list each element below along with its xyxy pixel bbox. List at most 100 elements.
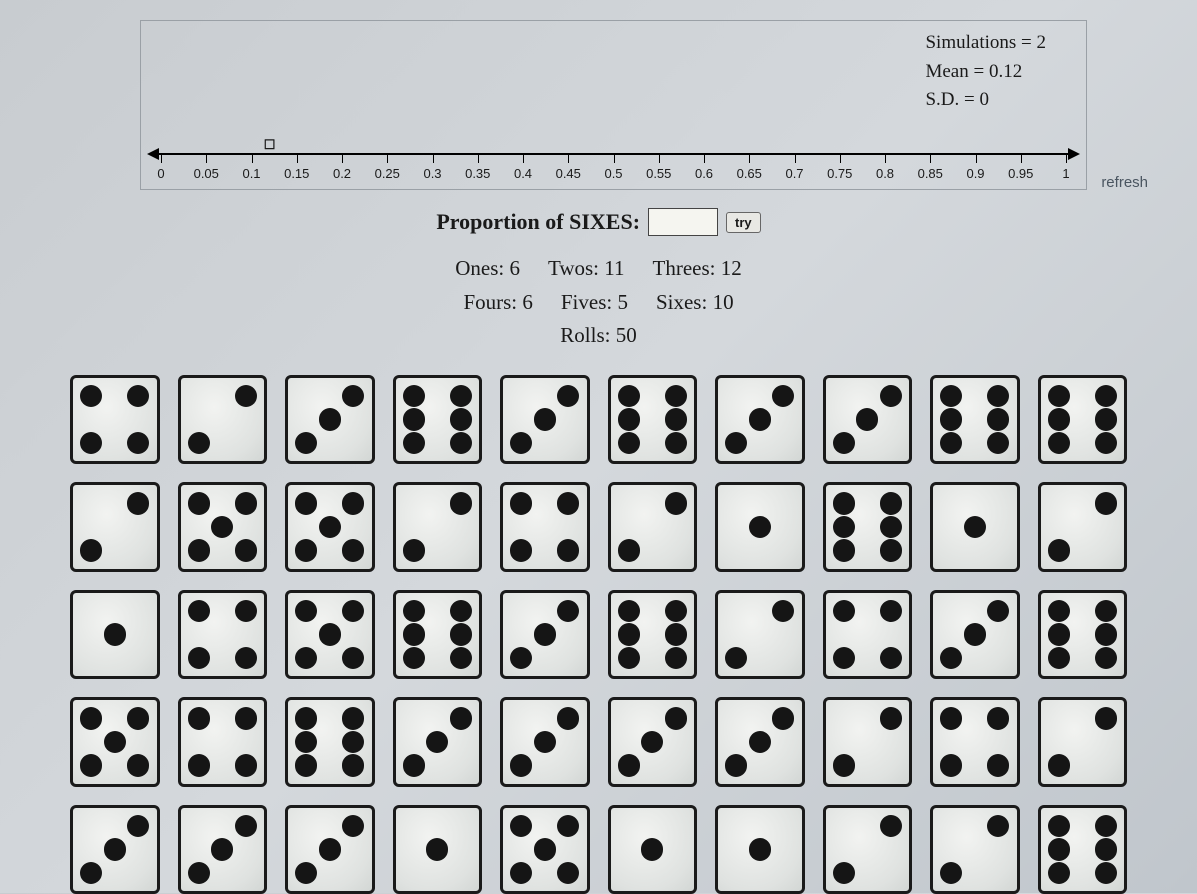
- pip: [342, 731, 364, 753]
- twos-count: Twos: 11: [548, 252, 625, 286]
- die-face: [1038, 805, 1128, 894]
- axis-tick-label: 0.75: [827, 166, 852, 181]
- pip: [557, 707, 579, 729]
- pip: [665, 432, 687, 454]
- pip: [450, 408, 472, 430]
- pip: [403, 600, 425, 622]
- pip: [618, 432, 640, 454]
- die-face: [285, 375, 375, 465]
- axis-tick: [523, 153, 524, 163]
- die-face: [500, 482, 590, 572]
- pip: [940, 385, 962, 407]
- pip: [557, 600, 579, 622]
- pip: [940, 408, 962, 430]
- pip: [450, 623, 472, 645]
- pip: [833, 432, 855, 454]
- pip: [665, 600, 687, 622]
- pip: [557, 539, 579, 561]
- pip: [510, 862, 532, 884]
- pip: [772, 385, 794, 407]
- pip: [833, 516, 855, 538]
- die-face: [500, 375, 590, 465]
- die-face: [393, 697, 483, 787]
- pip: [618, 647, 640, 669]
- axis-tick: [478, 153, 479, 163]
- pip: [295, 492, 317, 514]
- pip: [534, 623, 556, 645]
- die-face: [70, 805, 160, 894]
- pip: [403, 432, 425, 454]
- pip: [880, 539, 902, 561]
- axis-tick-label: 0.55: [646, 166, 671, 181]
- die-face: [930, 375, 1020, 465]
- pip: [856, 408, 878, 430]
- fours-count: Fours: 6: [463, 286, 532, 320]
- pip: [403, 408, 425, 430]
- axis-tick: [840, 153, 841, 163]
- axis-tick: [659, 153, 660, 163]
- pip: [725, 647, 747, 669]
- try-button[interactable]: try: [726, 212, 761, 233]
- pip: [534, 731, 556, 753]
- simulations-value: 2: [1037, 32, 1047, 53]
- pip: [833, 492, 855, 514]
- pip: [342, 600, 364, 622]
- proportion-label: Proportion of SIXES:: [436, 209, 640, 235]
- x-axis: 00.050.10.150.20.250.30.350.40.450.50.55…: [161, 117, 1066, 177]
- pip: [940, 432, 962, 454]
- arrow-left-icon: [147, 148, 159, 160]
- axis-tick: [976, 153, 977, 163]
- pip: [1048, 385, 1070, 407]
- pip: [987, 600, 1009, 622]
- pip: [235, 492, 257, 514]
- pip: [1095, 815, 1117, 837]
- pip: [557, 815, 579, 837]
- sd-value: 0: [980, 89, 990, 110]
- pip: [127, 754, 149, 776]
- mean-value: 0.12: [989, 61, 1022, 82]
- pip: [557, 862, 579, 884]
- pip: [450, 707, 472, 729]
- sixes-count: Sixes: 10: [656, 286, 734, 320]
- pip: [342, 754, 364, 776]
- pip: [319, 408, 341, 430]
- pip: [618, 754, 640, 776]
- axis-tick-label: 0.95: [1008, 166, 1033, 181]
- pip: [618, 623, 640, 645]
- die-face: [608, 375, 698, 465]
- refresh-link[interactable]: refresh: [1101, 174, 1148, 191]
- pip: [127, 492, 149, 514]
- die-face: [285, 805, 375, 894]
- pip: [987, 408, 1009, 430]
- die-face: [393, 482, 483, 572]
- pip: [534, 838, 556, 860]
- pip: [211, 516, 233, 538]
- pip: [725, 754, 747, 776]
- axis-tick-label: 0.7: [785, 166, 803, 181]
- pip: [1095, 492, 1117, 514]
- die-face: [715, 697, 805, 787]
- die-face: [823, 482, 913, 572]
- die-face: [715, 482, 805, 572]
- pip: [1048, 647, 1070, 669]
- die-face: [500, 697, 590, 787]
- pip: [104, 623, 126, 645]
- pip: [1048, 600, 1070, 622]
- proportion-input[interactable]: [648, 208, 718, 236]
- pip: [725, 432, 747, 454]
- pip: [940, 707, 962, 729]
- pip: [510, 539, 532, 561]
- sd-label: S.D. =: [925, 89, 979, 110]
- pip: [1095, 385, 1117, 407]
- die-face: [285, 482, 375, 572]
- pip: [1095, 838, 1117, 860]
- pip: [295, 707, 317, 729]
- die-face: [70, 697, 160, 787]
- pip: [80, 385, 102, 407]
- dice-grid: [40, 375, 1157, 894]
- axis-tick-label: 0.45: [556, 166, 581, 181]
- pip: [319, 623, 341, 645]
- pip: [534, 408, 556, 430]
- die-face: [608, 482, 698, 572]
- pip: [749, 731, 771, 753]
